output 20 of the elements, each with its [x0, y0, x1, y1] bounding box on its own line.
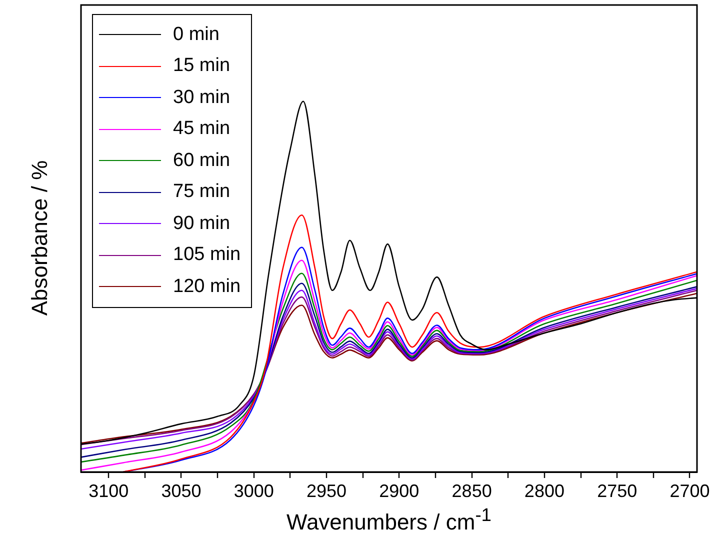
- x-tick-label: 2750: [597, 480, 638, 501]
- legend-label: 120 min: [173, 276, 241, 298]
- legend-label: 45 min: [173, 118, 230, 140]
- x-tick-label: 2850: [452, 480, 492, 501]
- legend-label: 90 min: [173, 212, 230, 235]
- x-tick-label: 2800: [524, 480, 564, 501]
- x-tick-label: 3050: [161, 480, 202, 501]
- legend-label: 75 min: [173, 181, 230, 204]
- y-axis-title: Absorbance / %: [27, 158, 53, 318]
- legend-label: 0 min: [173, 24, 220, 46]
- x-axis-title: Wavenumbers / cm$^{-1}$: [286, 504, 492, 536]
- x-tick-label: 2700: [670, 480, 710, 501]
- x-tick-label: 2900: [379, 480, 420, 501]
- x-tick-label: 2950: [306, 480, 347, 501]
- legend-label: 105 min: [173, 244, 241, 266]
- x-tick-label: 3000: [234, 480, 274, 501]
- legend-label: 30 min: [173, 86, 230, 109]
- legend-label: 15 min: [173, 55, 230, 78]
- legend-label: 60 min: [173, 150, 230, 172]
- x-tick-label: 3100: [88, 480, 129, 501]
